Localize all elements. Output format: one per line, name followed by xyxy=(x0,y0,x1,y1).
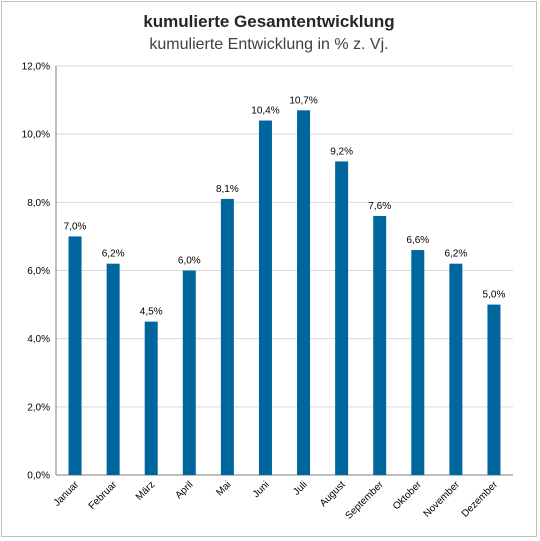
bar xyxy=(487,304,501,475)
data-label: 10,7% xyxy=(289,95,317,106)
x-tick-label: April xyxy=(173,479,195,501)
x-tick-label: Juni xyxy=(251,479,272,500)
bar xyxy=(144,321,158,475)
bar xyxy=(106,263,120,475)
y-tick-label: 0,0% xyxy=(27,471,50,482)
y-tick-label: 4,0% xyxy=(27,334,50,345)
chart-subtitle: kumulierte Entwicklung in % z. Vj. xyxy=(149,36,389,53)
x-tick-label: September xyxy=(343,479,386,522)
bar xyxy=(258,120,272,476)
x-tick-label: Februar xyxy=(87,479,120,512)
data-label: 6,2% xyxy=(102,249,125,260)
data-label: 5,0% xyxy=(483,290,506,301)
x-tick-label: November xyxy=(422,479,463,520)
bar xyxy=(411,250,425,475)
data-label: 8,1% xyxy=(216,184,239,195)
y-tick-label: 10,0% xyxy=(22,130,50,141)
x-tick-label: Oktober xyxy=(391,479,424,512)
x-tick-label: Mai xyxy=(214,479,233,498)
x-tick-label: Dezember xyxy=(460,479,501,520)
x-tick-label: Januar xyxy=(52,479,82,509)
bar xyxy=(220,198,234,476)
bar xyxy=(449,263,463,475)
y-tick-label: 12,0% xyxy=(22,62,50,73)
bar xyxy=(373,215,387,475)
data-label: 9,2% xyxy=(330,146,353,157)
data-label: 6,2% xyxy=(444,249,467,260)
data-label: 7,0% xyxy=(64,221,87,232)
bar xyxy=(297,110,311,475)
data-label: 7,6% xyxy=(368,201,391,212)
x-tick-label: Juli xyxy=(291,479,309,497)
x-tick-label: August xyxy=(318,479,348,509)
data-label: 4,5% xyxy=(140,307,163,318)
data-label: 6,6% xyxy=(406,235,429,246)
y-tick-label: 8,0% xyxy=(27,198,50,209)
chart-title: kumulierte Gesamtentwicklung xyxy=(143,12,395,31)
x-tick-label: März xyxy=(134,479,158,503)
bar xyxy=(335,161,349,475)
y-tick-label: 2,0% xyxy=(27,402,50,413)
data-label: 10,4% xyxy=(251,106,279,117)
data-label: 6,0% xyxy=(178,256,201,267)
bar xyxy=(182,270,196,475)
bar xyxy=(68,236,82,475)
y-tick-label: 6,0% xyxy=(27,266,50,277)
